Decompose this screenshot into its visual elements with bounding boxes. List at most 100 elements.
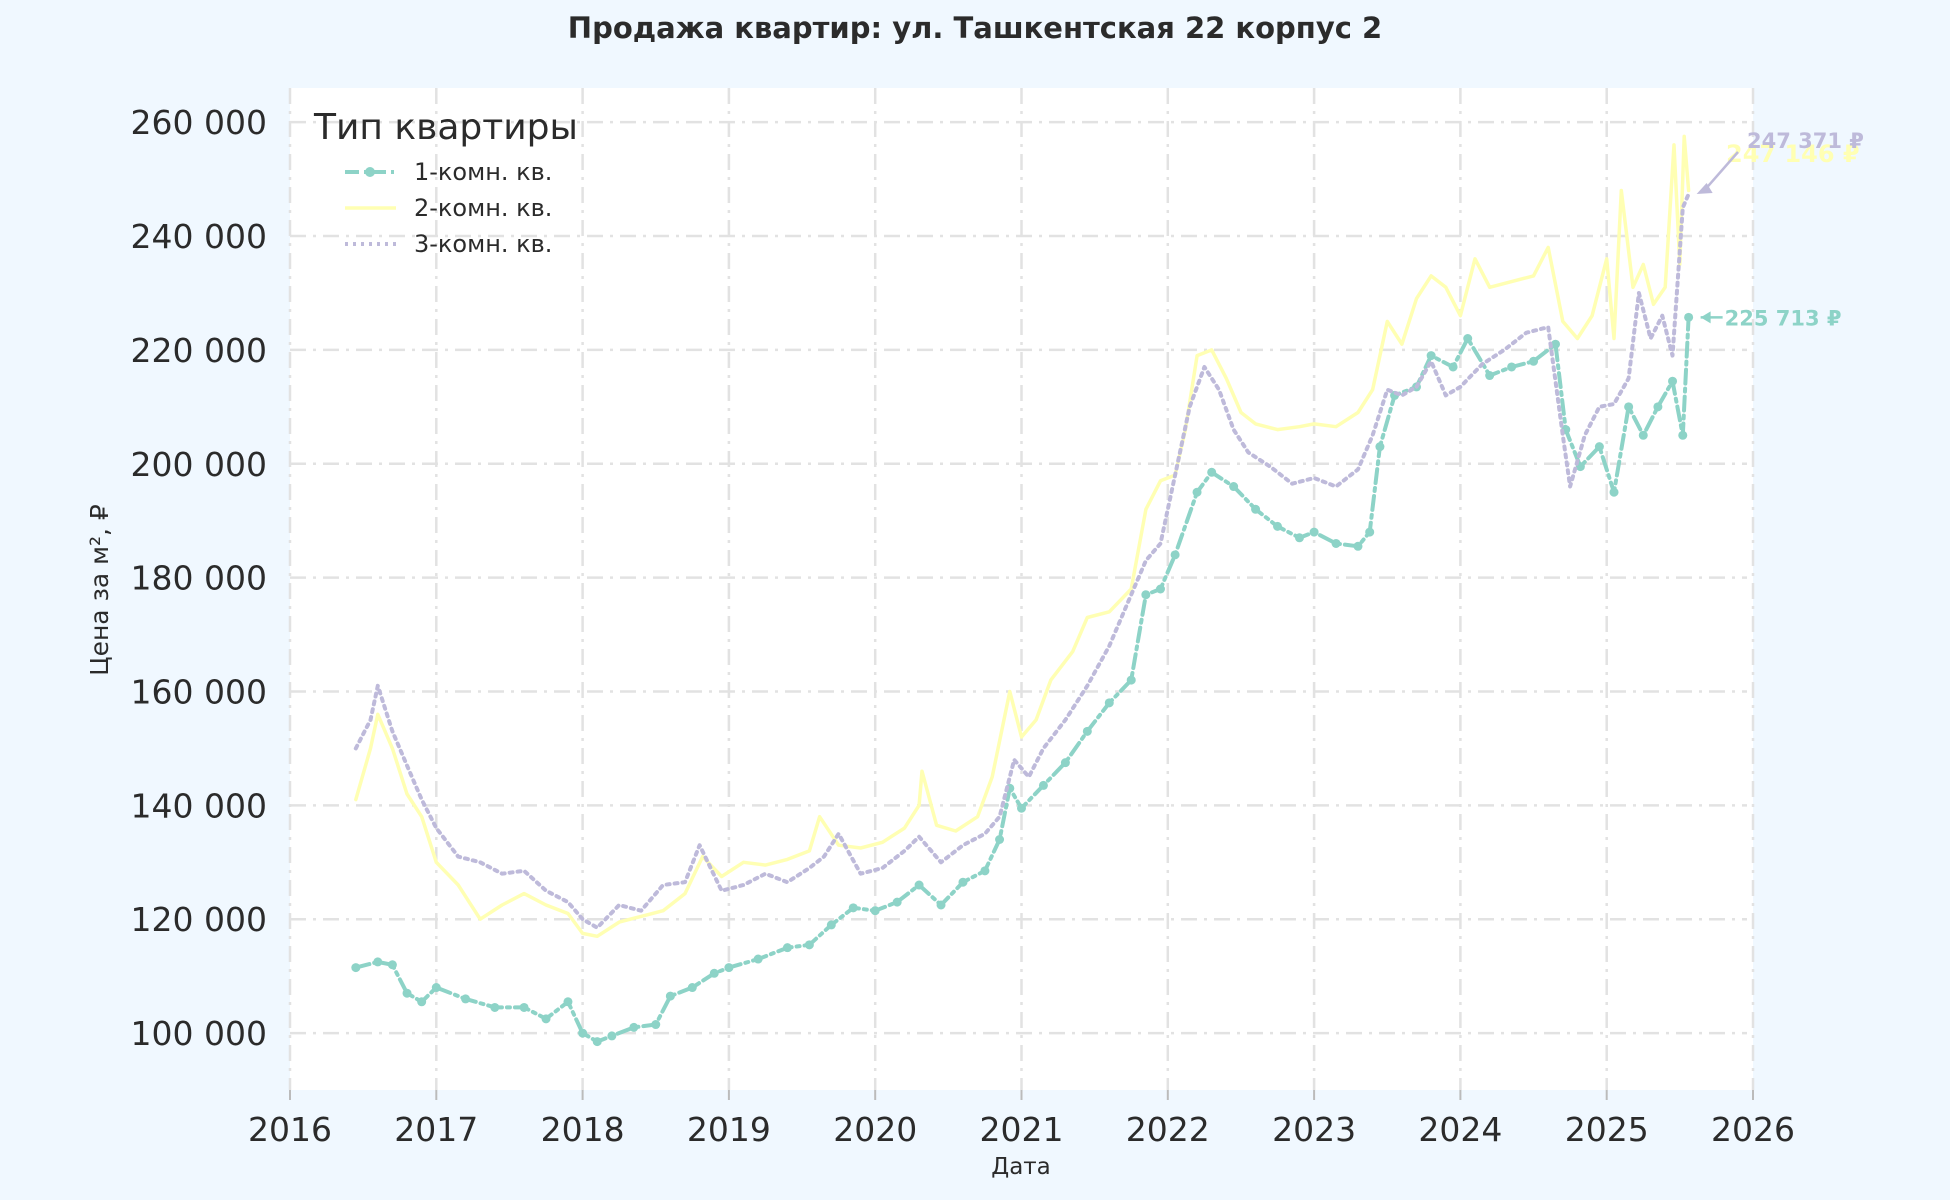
data-point	[1273, 521, 1283, 531]
data-point	[709, 968, 719, 978]
y-tick-label: 240 000	[131, 217, 267, 256]
series-2	[354, 134, 1691, 939]
data-point	[1294, 533, 1304, 543]
x-tick-label: 2017	[394, 1110, 478, 1149]
data-point	[1353, 541, 1363, 551]
annotation-layer: 225 713 ₽ 247 146 ₽247 371 ₽	[1696, 129, 1864, 330]
legend-items: 1-комн. кв. 2-комн. кв. 3-комн. кв.	[345, 158, 552, 258]
data-point	[1365, 527, 1375, 537]
y-tick-label: 140 000	[131, 786, 267, 825]
legend-marker	[365, 167, 375, 177]
data-point	[387, 960, 397, 970]
data-point	[461, 994, 471, 1004]
data-point	[936, 900, 946, 910]
data-point	[826, 920, 836, 930]
legend: Тип квартиры 1-комн. кв. 2-комн. кв. 3-ком…	[313, 107, 578, 258]
data-point	[980, 866, 990, 876]
data-point	[1082, 726, 1092, 736]
data-point	[1229, 482, 1239, 492]
annotation-arrowhead-3	[1696, 183, 1713, 195]
annotation-label-1: 225 713 ₽	[1725, 306, 1842, 330]
data-point	[351, 963, 361, 973]
data-point	[914, 880, 924, 890]
data-point	[804, 940, 814, 950]
data-point	[1653, 402, 1663, 412]
x-tick-label: 2021	[980, 1110, 1064, 1149]
data-point	[578, 1028, 588, 1038]
y-axis-ticks: 100 000 120 000 140 000 160 000 180 000 200 0…	[131, 103, 267, 1053]
data-point	[1309, 527, 1319, 537]
x-tick-label: 2023	[1272, 1110, 1356, 1149]
series-layer	[351, 134, 1694, 1047]
annotation-label-3: 247 371 ₽	[1747, 129, 1864, 153]
data-point	[541, 1014, 551, 1024]
data-point	[1684, 312, 1694, 322]
legend-label-3: 3-комн. кв.	[414, 230, 552, 258]
data-point	[1463, 334, 1473, 343]
x-tick-label: 2019	[687, 1110, 771, 1149]
data-point	[995, 835, 1005, 844]
x-axis-label: Дата	[991, 1154, 1051, 1180]
data-point	[402, 988, 412, 998]
data-point	[592, 1037, 602, 1047]
data-point	[1638, 430, 1648, 440]
x-tick-label: 2022	[1126, 1110, 1210, 1149]
x-tick-label: 2024	[1418, 1110, 1502, 1149]
data-point	[1624, 402, 1634, 412]
data-point	[490, 1002, 500, 1012]
data-point	[753, 954, 763, 964]
data-point	[373, 957, 383, 967]
legend-title: Тип квартиры	[313, 107, 578, 148]
data-point	[1426, 351, 1436, 361]
data-point	[1668, 376, 1678, 386]
data-point	[848, 903, 858, 913]
data-point	[1141, 590, 1151, 600]
x-tick-label: 2018	[541, 1110, 625, 1149]
y-axis-label: Цена за м², ₽	[85, 504, 114, 676]
y-tick-label: 200 000	[131, 445, 267, 484]
data-point	[1609, 487, 1619, 497]
data-point	[1207, 467, 1217, 477]
y-tick-label: 120 000	[131, 900, 267, 939]
data-point	[1507, 362, 1517, 372]
data-point	[724, 963, 734, 973]
x-tick-label: 2020	[833, 1110, 917, 1149]
data-point	[1155, 584, 1165, 594]
data-point	[519, 1002, 529, 1012]
y-tick-label: 180 000	[131, 559, 267, 598]
data-point	[1192, 487, 1202, 497]
data-point	[870, 906, 880, 916]
data-point	[431, 983, 441, 993]
legend-label-1: 1-комн. кв.	[414, 158, 552, 186]
series-1	[351, 312, 1694, 1047]
y-tick-label: 260 000	[131, 103, 267, 142]
data-point	[1529, 356, 1539, 366]
annotation-arrowhead-1	[1700, 311, 1711, 324]
data-point	[958, 877, 968, 887]
annotation-label-2: 247 146 ₽	[1726, 140, 1860, 168]
data-point	[1017, 803, 1026, 813]
data-point	[1251, 504, 1261, 514]
data-point	[1485, 371, 1495, 381]
data-point	[629, 1022, 639, 1032]
x-axis-ticks: 2016 2017 2018 2019 2020 2021 2022 2023 2024 2025…	[248, 1090, 1795, 1149]
data-point	[1448, 362, 1458, 372]
data-point	[651, 1020, 661, 1030]
series-line-2	[354, 134, 1691, 939]
y-tick-label: 100 000	[131, 1014, 267, 1053]
data-point	[563, 997, 573, 1007]
data-point	[1126, 675, 1136, 685]
x-tick-label: 2026	[1711, 1110, 1795, 1149]
y-tick-label: 160 000	[131, 672, 267, 711]
data-point	[1060, 758, 1070, 768]
data-point	[687, 983, 697, 993]
data-point	[782, 943, 792, 953]
chart-title: Продажа квартир: ул. Ташкентская 22 корп…	[568, 11, 1382, 45]
y-tick-label: 220 000	[131, 331, 267, 370]
series-line-3	[353, 192, 1691, 930]
legend-label-2: 2-комн. кв.	[414, 194, 552, 222]
data-point	[1038, 780, 1048, 790]
data-point	[665, 991, 675, 1001]
x-tick-label: 2025	[1565, 1110, 1649, 1149]
